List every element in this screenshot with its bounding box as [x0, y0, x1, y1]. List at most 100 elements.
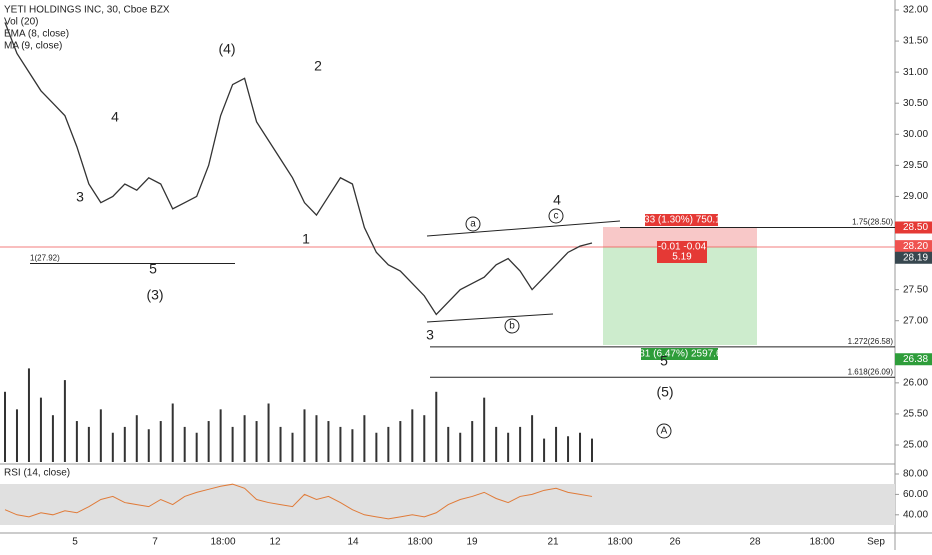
volume-bar: [507, 432, 510, 462]
volume-bar: [231, 426, 234, 462]
volume-bar: [435, 391, 438, 462]
price-badge-label: 28.50: [903, 222, 928, 233]
y-tick-label: 29.00: [903, 191, 928, 202]
y-tick-label: 26.00: [903, 377, 928, 388]
volume-bar: [159, 421, 162, 462]
wave-label: c: [554, 211, 559, 222]
fib-label: 1.272(26.58): [848, 337, 894, 346]
volume-bar: [339, 426, 342, 462]
volume-bar: [291, 432, 294, 462]
wave-label: 4: [111, 109, 119, 125]
volume-bar: [423, 415, 426, 462]
wave-circle: [548, 208, 564, 224]
wave-label: b: [509, 321, 515, 332]
target-zone: [603, 227, 757, 247]
volume-bar: [387, 426, 390, 462]
trendline: [426, 220, 621, 237]
volume-bar: [555, 426, 558, 462]
y-tick-label: 32.00: [903, 5, 928, 16]
volume-bar: [543, 438, 546, 462]
volume-bar: [75, 421, 78, 462]
wave-label: 1: [302, 231, 310, 247]
rsi-tick-label: 40.00: [903, 509, 928, 520]
rsi-line: [4, 483, 593, 520]
volume-bar: [351, 429, 354, 462]
wave-label: A: [661, 426, 668, 437]
wave-label: 2: [314, 58, 322, 74]
wave-label: 3: [76, 189, 84, 205]
y-tick-label: 29.50: [903, 160, 928, 171]
wave-circle: [656, 423, 672, 439]
volume-bar: [579, 432, 582, 462]
volume-bar: [171, 403, 174, 462]
volume-bar: [15, 409, 18, 462]
volume-bar: [27, 368, 30, 462]
x-tick-label: 18:00: [809, 537, 834, 548]
price-line: [4, 22, 593, 316]
volume-bar: [315, 415, 318, 462]
indicator-label: Vol (20): [4, 17, 38, 28]
volume-bar: [51, 415, 54, 462]
volume-bar: [327, 421, 330, 462]
volume-bar: [63, 380, 66, 462]
volume-bar: [243, 415, 246, 462]
price-badge: [895, 353, 932, 366]
fib-label: 1(27.92): [30, 254, 60, 263]
wave-label: (5): [656, 384, 673, 400]
wave-label: 5: [149, 261, 157, 277]
volume-bar: [531, 415, 534, 462]
indicator-label: EMA (8, close): [4, 29, 69, 40]
volume-bar: [39, 397, 42, 462]
y-tick-label: 30.50: [903, 98, 928, 109]
volume-bar: [267, 403, 270, 462]
volume-bar: [411, 409, 414, 462]
y-tick-label: 31.50: [903, 36, 928, 47]
volume-bar: [123, 426, 126, 462]
target-box: [645, 214, 718, 226]
y-tick-label: 25.50: [903, 409, 928, 420]
rsi-band: [0, 484, 895, 525]
x-tick-label: 7: [152, 537, 158, 548]
volume-bar: [135, 415, 138, 462]
wave-label: 3: [426, 327, 434, 343]
y-tick-label: 30.00: [903, 129, 928, 140]
y-tick-label: 25.00: [903, 440, 928, 451]
indicator-label: MA (9, close): [4, 41, 62, 52]
volume-bar: [87, 426, 90, 462]
y-tick-label: 27.50: [903, 284, 928, 295]
wave-circle: [465, 216, 481, 232]
volume-bar: [363, 415, 366, 462]
volume-bar: [375, 432, 378, 462]
ratio-box: [657, 241, 707, 263]
price-badge-label: 26.38: [903, 354, 928, 365]
volume-bar: [279, 426, 282, 462]
volume-bar: [219, 409, 222, 462]
x-tick-label: 26: [669, 537, 681, 548]
target-text: 0.33 (1.30%) 750.14: [636, 215, 727, 226]
mid-text: -0.01 -0.04: [658, 242, 707, 253]
volume-bar: [255, 421, 258, 462]
stop-box: [641, 348, 718, 360]
ratio-text: 5.19: [672, 252, 692, 263]
volume-bar: [447, 426, 450, 462]
price-badge: [895, 251, 932, 264]
wave-label: (4): [218, 41, 235, 57]
volume-bar: [567, 436, 570, 462]
trendline: [426, 313, 554, 323]
price-badge-label: 28.19: [903, 252, 928, 263]
volume-bar: [591, 438, 593, 462]
volume-bar: [207, 421, 210, 462]
stop-zone: [603, 247, 757, 345]
price-badge: [895, 240, 932, 253]
volume-bar: [303, 409, 306, 462]
volume-bar: [471, 421, 474, 462]
volume-bar: [495, 426, 498, 462]
volume-bar: [399, 421, 402, 462]
stop-text: 1.81 (6.47%) 2597.66: [631, 349, 728, 360]
rsi-tick-label: 60.00: [903, 489, 928, 500]
x-tick-label: 18:00: [210, 537, 235, 548]
x-tick-label: 12: [269, 537, 281, 548]
rsi-label: RSI (14, close): [4, 468, 70, 479]
x-tick-label: 28: [749, 537, 761, 548]
